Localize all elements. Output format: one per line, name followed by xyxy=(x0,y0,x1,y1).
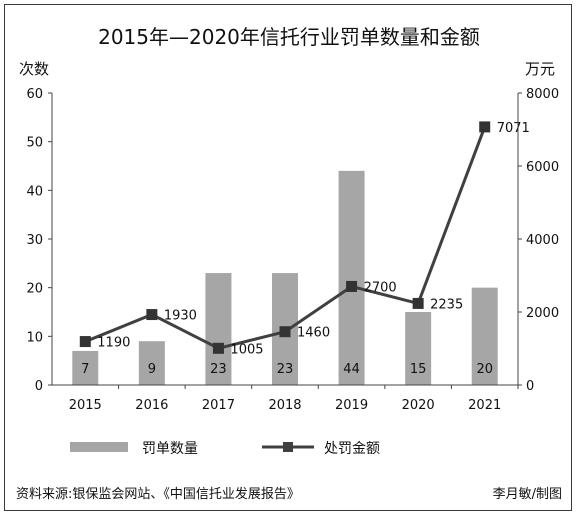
bar-series xyxy=(72,170,498,385)
line-value-label: 2235 xyxy=(430,297,463,312)
bar xyxy=(405,312,432,385)
right-tick-label: 0 xyxy=(526,379,534,394)
bar-value-label: 15 xyxy=(410,362,427,377)
left-tick-label: 30 xyxy=(26,233,43,248)
bar-value-label: 7 xyxy=(81,362,89,377)
bar xyxy=(138,341,165,385)
line-series xyxy=(79,121,491,354)
x-tick-label: 2017 xyxy=(202,398,235,413)
left-tick-label: 60 xyxy=(26,87,43,102)
line-value-label: 1190 xyxy=(97,336,130,351)
left-tick-label: 10 xyxy=(26,330,43,345)
line-value-label: 1460 xyxy=(297,326,330,341)
line-value-label: 1005 xyxy=(230,342,263,357)
line-point xyxy=(79,336,91,348)
x-tick-label: 2016 xyxy=(135,398,168,413)
x-tick-label: 2020 xyxy=(402,398,435,413)
bar xyxy=(338,170,365,385)
legend-bar-label: 罚单数量 xyxy=(142,441,198,457)
line-value-label: 1930 xyxy=(164,309,197,324)
left-axis-ticks: 0 10 20 30 40 50 60 xyxy=(26,87,52,394)
bar-data-labels: 7 9 23 23 44 15 20 xyxy=(81,362,493,377)
y-axis-label-right: 万元 xyxy=(525,60,555,78)
right-tick-label: 8000 xyxy=(526,87,559,102)
line-point xyxy=(212,342,224,354)
right-tick-label: 4000 xyxy=(526,233,559,248)
bar xyxy=(471,287,498,385)
bar xyxy=(205,273,232,385)
line-point xyxy=(279,326,291,338)
chart-frame xyxy=(4,4,572,511)
x-tick-label: 2021 xyxy=(468,398,501,413)
x-axis-ticks: 2015 2016 2017 2018 2019 2020 2021 xyxy=(69,385,519,413)
bar-value-label: 44 xyxy=(343,362,360,377)
line-point xyxy=(346,280,358,292)
line-data-labels: 1190 1930 1005 1460 2700 2235 7071 xyxy=(97,121,530,357)
y-axis-label-left: 次数 xyxy=(19,60,49,78)
line-point xyxy=(146,309,158,321)
legend-line-marker xyxy=(283,442,293,452)
line-value-label: 7071 xyxy=(497,121,530,136)
left-tick-label: 0 xyxy=(35,379,43,394)
line-value-label: 2700 xyxy=(364,280,397,295)
bar-value-label: 23 xyxy=(277,362,294,377)
credit-note: 李月敏/制图 xyxy=(493,487,562,502)
bar-value-label: 23 xyxy=(210,362,227,377)
right-tick-label: 6000 xyxy=(526,160,559,175)
left-tick-label: 20 xyxy=(26,282,43,297)
bar xyxy=(72,350,99,385)
bar-value-label: 20 xyxy=(476,362,493,377)
legend-line-label: 处罚金额 xyxy=(324,441,380,457)
legend: 罚单数量 处罚金额 xyxy=(70,441,380,457)
left-tick-label: 40 xyxy=(26,184,43,199)
bar-value-label: 9 xyxy=(148,362,156,377)
left-tick-label: 50 xyxy=(26,136,43,151)
chart-title: 2015年—2020年信托行业罚单数量和金额 xyxy=(98,25,480,49)
line-point xyxy=(412,297,424,309)
x-tick-label: 2018 xyxy=(268,398,301,413)
x-tick-label: 2019 xyxy=(335,398,368,413)
right-tick-label: 2000 xyxy=(526,306,559,321)
line-point xyxy=(479,121,491,133)
x-tick-label: 2015 xyxy=(69,398,102,413)
source-note: 资料来源:银保监会网站、《中国信托业发展报告》 xyxy=(16,486,300,502)
right-axis-ticks: 0 2000 4000 6000 8000 xyxy=(518,87,559,394)
legend-bar-swatch xyxy=(70,442,128,452)
